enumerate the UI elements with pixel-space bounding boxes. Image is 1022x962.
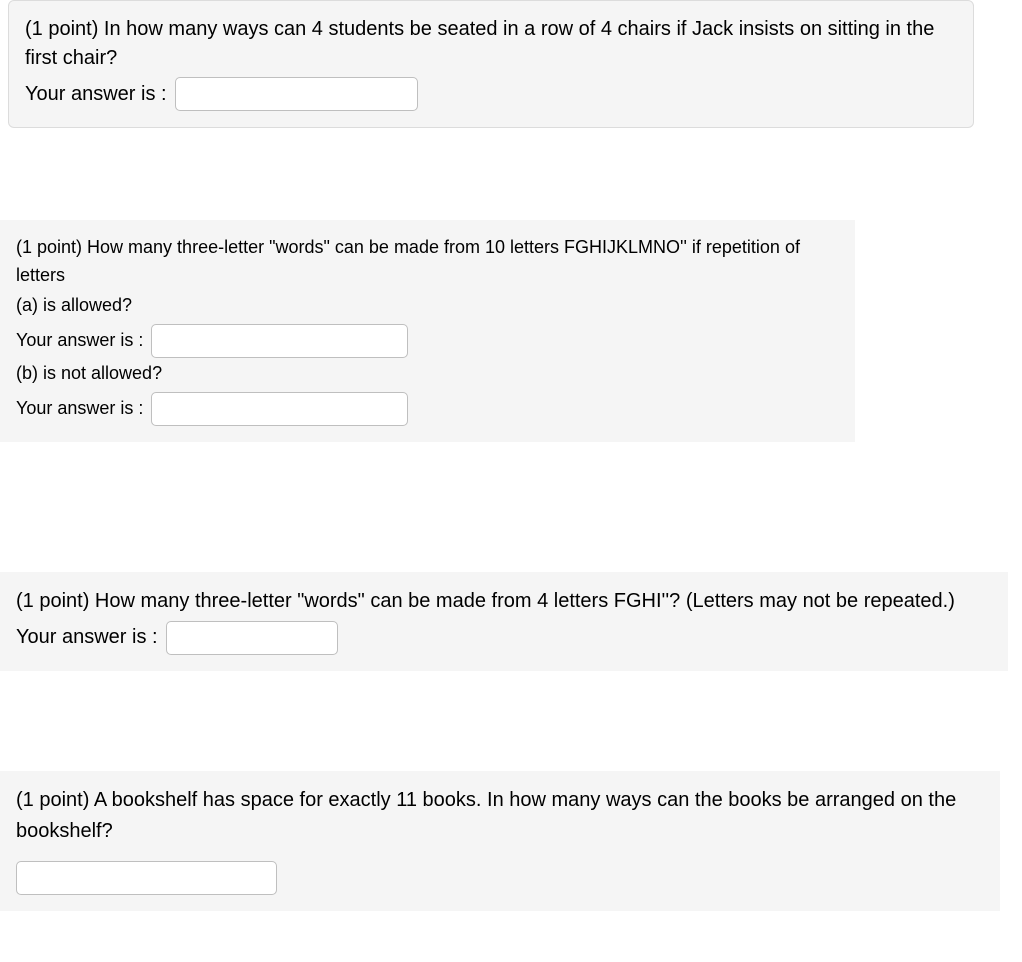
question-3: (1 point) How many three-letter "words" … [0, 572, 1008, 671]
question-2b-answer-input[interactable] [151, 392, 408, 426]
question-2-part-b: (b) is not allowed? [16, 360, 839, 388]
question-2-prompt: (1 point) How many three-letter "words" … [16, 234, 839, 290]
answer-label: Your answer is : [16, 395, 143, 423]
question-4: (1 point) A bookshelf has space for exac… [0, 771, 1000, 911]
question-2a-answer-row: Your answer is : [16, 324, 839, 358]
question-2b-answer-row: Your answer is : [16, 392, 839, 426]
question-1-prompt: (1 point) In how many ways can 4 student… [25, 15, 957, 73]
question-1-answer-row: Your answer is : [25, 77, 957, 111]
answer-label: Your answer is : [16, 327, 143, 355]
question-3-answer-row: Your answer is : [16, 621, 992, 655]
question-2a-answer-input[interactable] [151, 324, 408, 358]
question-4-answer-input[interactable] [16, 861, 277, 895]
question-4-answer-row [16, 861, 984, 895]
answer-label: Your answer is : [16, 622, 158, 653]
answer-label: Your answer is : [25, 80, 167, 109]
question-3-answer-input[interactable] [166, 621, 338, 655]
question-3-prompt: (1 point) How many three-letter "words" … [16, 586, 992, 617]
question-1: (1 point) In how many ways can 4 student… [8, 0, 974, 128]
question-2-part-a: (a) is allowed? [16, 292, 839, 320]
question-2: (1 point) How many three-letter "words" … [0, 220, 855, 442]
question-4-prompt: (1 point) A bookshelf has space for exac… [16, 785, 984, 847]
question-1-answer-input[interactable] [175, 77, 418, 111]
